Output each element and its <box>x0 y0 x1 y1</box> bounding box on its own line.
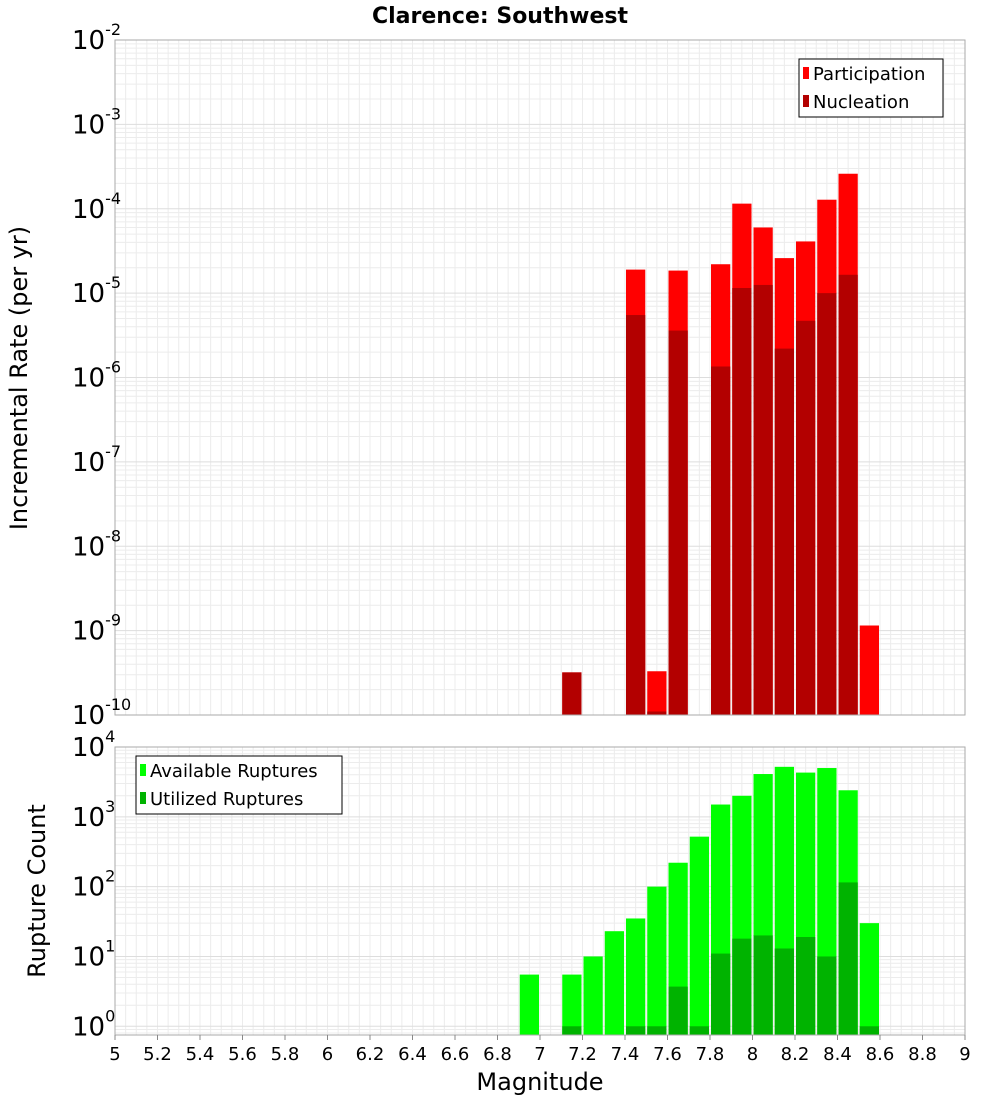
bar-available-ruptures-7.45 <box>626 918 646 1035</box>
y-tick-label: 10-3 <box>72 104 121 140</box>
y-tick-label: 10-9 <box>72 611 121 647</box>
legend-swatch-available <box>140 764 146 776</box>
x-tick-label: 8.8 <box>908 1044 937 1065</box>
top-plot-frame <box>114 39 966 716</box>
bar-utilized-ruptures-7.85 <box>711 953 731 1035</box>
legend-swatch-nucleation <box>803 95 809 107</box>
y-tick-label: 10-2 <box>72 20 121 56</box>
legend-label-available: Available Ruptures <box>150 761 318 782</box>
bottom-legend-box <box>135 755 343 815</box>
y-tick-label: 10-10 <box>72 695 131 731</box>
x-tick-label: 6 <box>322 1044 333 1065</box>
bottom-legend: Available Ruptures Utilized Ruptures <box>135 755 343 815</box>
y-tick-label: 10-5 <box>72 273 121 309</box>
top-legend-box <box>798 58 944 118</box>
bottom-bars <box>519 766 879 1035</box>
x-tick-label: 5.8 <box>271 1044 300 1065</box>
y-tick-label: 10-7 <box>72 442 121 478</box>
bar-utilized-ruptures-8.05 <box>753 935 773 1035</box>
bar-nucleation-8.25 <box>796 320 816 715</box>
bar-nucleation-8.45 <box>838 274 858 715</box>
bottom-y-tick-labels: 100 101 102 103 104 <box>72 727 115 1042</box>
bar-utilized-ruptures-8.55 <box>859 1026 879 1035</box>
bar-nucleation-7.45 <box>626 315 646 715</box>
top-y-axis-label: Incremental Rate (per yr) <box>5 226 33 530</box>
top-y-tick-labels: 10-10 10-9 10-8 10-7 10-6 10-5 10-4 10-3 10-2 <box>72 20 131 731</box>
top-legend: Participation Nucleation <box>798 58 944 118</box>
x-tick-label: 6.4 <box>398 1044 427 1065</box>
bar-nucleation-7.95 <box>732 288 752 715</box>
bar-available-ruptures-7.75 <box>689 836 709 1035</box>
y-tick-label: 10-6 <box>72 358 121 394</box>
bar-nucleation-7.15 <box>562 672 582 715</box>
x-tick-label: 7.4 <box>611 1044 640 1065</box>
bar-utilized-ruptures-8.35 <box>817 956 837 1035</box>
top-panel: 10-10 10-9 10-8 10-7 10-6 10-5 10-4 10-3 10-2 In… <box>5 20 966 731</box>
bar-utilized-ruptures-8.15 <box>774 948 794 1035</box>
bar-nucleation-8.05 <box>753 284 773 715</box>
chart-title: Clarence: Southwest <box>372 4 629 29</box>
bar-nucleation-7.65 <box>668 330 688 715</box>
x-tick-label: 5.4 <box>186 1044 215 1065</box>
y-tick-label: 100 <box>72 1006 115 1042</box>
top-bars <box>562 173 879 716</box>
bottom-y-axis-label: Rupture Count <box>23 804 51 978</box>
bar-utilized-ruptures-7.15 <box>562 1026 582 1035</box>
bar-available-ruptures-7.15 <box>562 974 582 1035</box>
legend-swatch-participation <box>803 67 809 79</box>
bar-utilized-ruptures-7.65 <box>668 986 688 1035</box>
bar-utilized-ruptures-7.75 <box>689 1026 709 1035</box>
bar-available-ruptures-7.55 <box>647 886 667 1035</box>
x-tick-label: 9 <box>959 1044 970 1065</box>
y-tick-label: 102 <box>72 867 115 903</box>
y-tick-label: 10-8 <box>72 526 121 562</box>
x-tick-label: 5.2 <box>143 1044 172 1065</box>
x-tick-label: 8.2 <box>781 1044 810 1065</box>
x-tick-label: 8.4 <box>823 1044 852 1065</box>
bar-available-ruptures-7.25 <box>583 956 603 1035</box>
bar-utilized-ruptures-8.45 <box>838 882 858 1035</box>
bar-utilized-ruptures-7.55 <box>647 1026 667 1035</box>
x-tick-label: 7.8 <box>696 1044 725 1065</box>
x-tick-label: 8.6 <box>866 1044 895 1065</box>
x-tick-label: 6.6 <box>441 1044 470 1065</box>
legend-label-nucleation: Nucleation <box>813 92 909 113</box>
bar-nucleation-8.15 <box>774 348 794 715</box>
bar-nucleation-8.35 <box>817 293 837 715</box>
x-tick-label: 8 <box>747 1044 758 1065</box>
bar-utilized-ruptures-8.25 <box>796 936 816 1035</box>
bar-participation-8.55 <box>859 625 879 715</box>
y-tick-label: 104 <box>72 727 115 763</box>
x-tick-label: 7 <box>534 1044 545 1065</box>
x-tick-label: 7.6 <box>653 1044 682 1065</box>
bar-nucleation-7.85 <box>711 366 731 715</box>
bar-utilized-ruptures-7.45 <box>626 1026 646 1035</box>
bar-available-ruptures-7.35 <box>604 931 624 1035</box>
bar-participation-7.55 <box>647 671 667 715</box>
x-tick-label: 5 <box>109 1044 120 1065</box>
bar-available-ruptures-8.55 <box>859 923 879 1035</box>
y-tick-label: 103 <box>72 797 115 833</box>
bottom-panel: 100 101 102 103 104 5 5.2 5.4 5.6 5.8 6 6.2 6.4 6.6 6… <box>23 727 971 1096</box>
legend-swatch-utilized <box>140 792 146 804</box>
bar-available-ruptures-6.95 <box>519 974 539 1035</box>
legend-label-participation: Participation <box>813 64 925 85</box>
y-tick-label: 10-4 <box>72 189 121 225</box>
bar-utilized-ruptures-7.95 <box>732 938 752 1035</box>
top-gridlines <box>114 40 966 716</box>
x-tick-label: 7.2 <box>568 1044 597 1065</box>
x-tick-label: 5.6 <box>228 1044 257 1065</box>
bar-nucleation-7.55 <box>647 711 667 715</box>
x-tick-label: 6.2 <box>356 1044 385 1065</box>
y-tick-label: 101 <box>72 936 115 972</box>
x-tick-labels: 5 5.2 5.4 5.6 5.8 6 6.2 6.4 6.6 6.8 7 7.2 7.4 7.6 7.8 8… <box>109 1035 971 1065</box>
x-axis-label: Magnitude <box>476 1068 603 1096</box>
legend-label-utilized: Utilized Ruptures <box>150 789 303 810</box>
x-tick-label: 6.8 <box>483 1044 512 1065</box>
